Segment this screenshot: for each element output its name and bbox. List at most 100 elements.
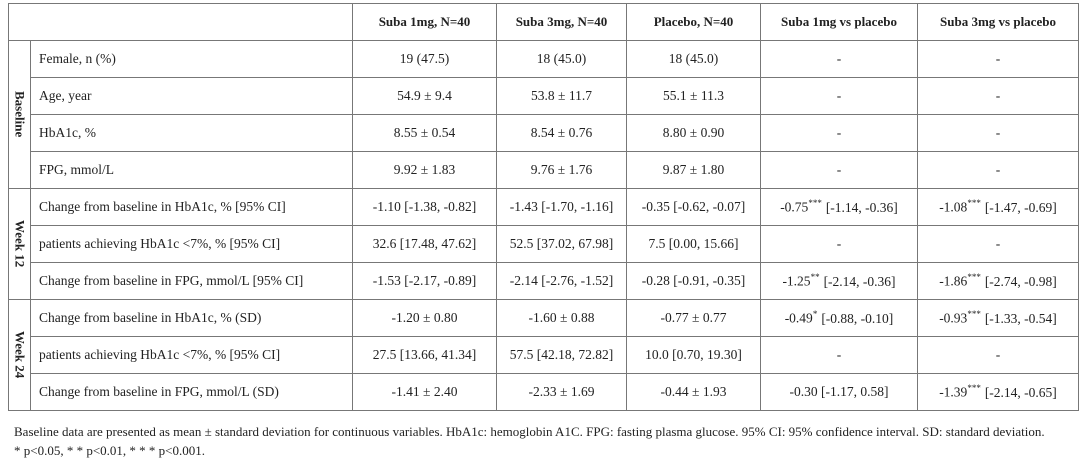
data-cell: -1.53 [-2.17, -0.89] [352, 262, 497, 300]
data-cell: -1.20 ± 0.80 [352, 299, 497, 337]
group-cell: Week 24 [8, 299, 31, 411]
data-cell: 8.55 ± 0.54 [352, 114, 497, 152]
data-cell: 54.9 ± 9.4 [352, 77, 497, 115]
row-label: patients achieving HbA1c <7%, % [95% CI] [30, 225, 353, 263]
data-cell: - [917, 336, 1079, 374]
table-row: Change from baseline in FPG, mmol/L (SD)… [9, 373, 1079, 411]
table-row: Age, year 54.9 ± 9.4 53.8 ± 11.7 55.1 ± 11.… [9, 77, 1079, 115]
confidence-interval: [-0.88, -0.10] [821, 310, 894, 326]
data-cell: -0.75*** [-1.14, -0.36] [760, 188, 918, 226]
data-cell: -1.41 ± 2.40 [352, 373, 497, 411]
table-row: Week 12 Change from baseline in HbA1c, % … [8, 188, 1079, 300]
significance: ** [810, 272, 820, 283]
header-row: Suba 1mg, N=40 Suba 3mg, N=40 Placebo, N=4… [8, 3, 1079, 41]
data-cell: 8.54 ± 0.76 [496, 114, 627, 152]
row-label: FPG, mmol/L [30, 151, 353, 189]
data-cell: 32.6 [17.48, 47.62] [352, 225, 497, 263]
data-cell: -0.28 [-0.91, -0.35] [626, 262, 761, 300]
data-cell: 52.5 [37.02, 67.98] [496, 225, 627, 263]
data-cell: - [760, 77, 918, 115]
row-label: Age, year [30, 77, 353, 115]
table-body: Baseline Female, n (%) 19 (47.5) 18 (45.0) 1… [8, 40, 1079, 411]
data-cell: - [917, 77, 1079, 115]
data-cell: 57.5 [42.18, 72.82] [496, 336, 627, 374]
confidence-interval: [-2.14, -0.36] [823, 273, 896, 289]
data-cell: 18 (45.0) [496, 40, 627, 78]
data-cell: -2.33 ± 1.69 [496, 373, 627, 411]
group-label: Week 12 [12, 220, 28, 268]
data-cell: -1.08*** [-1.47, -0.69] [917, 188, 1079, 226]
data-cell: -0.44 ± 1.93 [626, 373, 761, 411]
data-cell: -1.10 [-1.38, -0.82] [352, 188, 497, 226]
table-row: patients achieving HbA1c <7%, % [95% CI]… [9, 225, 1079, 263]
group-label: Week 24 [12, 331, 28, 379]
estimate: -0.49 [784, 310, 813, 326]
column-header: Suba 3mg, N=40 [496, 3, 627, 41]
estimate: -1.39 [939, 384, 968, 400]
data-cell: -1.60 ± 0.88 [496, 299, 627, 337]
column-header: Suba 1mg vs placebo [760, 3, 918, 41]
data-cell: - [917, 114, 1079, 152]
data-cell: - [760, 151, 918, 189]
estimate: -1.08 [939, 199, 968, 215]
estimate: -0.93 [939, 310, 968, 326]
confidence-interval: [-1.14, -0.36] [825, 199, 898, 215]
estimate: -0.75 [780, 199, 809, 215]
significance: *** [967, 383, 981, 394]
row-label: Female, n (%) [30, 40, 353, 78]
data-cell: - [760, 225, 918, 263]
corner-cell [8, 3, 353, 41]
data-cell: 10.0 [0.70, 19.30] [626, 336, 761, 374]
confidence-interval: [-2.14, -0.65] [984, 384, 1057, 400]
data-cell: - [760, 114, 918, 152]
data-cell: -1.86*** [-2.74, -0.98] [917, 262, 1079, 300]
data-cell: 7.5 [0.00, 15.66] [626, 225, 761, 263]
data-cell: -1.39*** [-2.14, -0.65] [917, 373, 1079, 411]
group-cell: Baseline [8, 40, 31, 189]
data-cell: 27.5 [13.66, 41.34] [352, 336, 497, 374]
row-label: HbA1c, % [30, 114, 353, 152]
data-cell: -0.93*** [-1.33, -0.54] [917, 299, 1079, 337]
data-cell: -0.35 [-0.62, -0.07] [626, 188, 761, 226]
results-table: Suba 1mg, N=40 Suba 3mg, N=40 Placebo, N=4… [8, 3, 1079, 411]
table-row: FPG, mmol/L 9.92 ± 1.83 9.76 ± 1.76 9.87 ± … [9, 151, 1079, 189]
data-cell: 9.92 ± 1.83 [352, 151, 497, 189]
table-row: Change from baseline in FPG, mmol/L [95%… [9, 262, 1079, 300]
significance: *** [808, 198, 822, 209]
data-cell: 18 (45.0) [626, 40, 761, 78]
data-cell: - [917, 151, 1079, 189]
data-cell: 19 (47.5) [352, 40, 497, 78]
row-label: Change from baseline in HbA1c, % [95% CI… [30, 188, 353, 226]
data-cell: 9.87 ± 1.80 [626, 151, 761, 189]
table-row: Baseline Female, n (%) 19 (47.5) 18 (45.0) 1… [8, 40, 1079, 189]
data-cell: -1.43 [-1.70, -1.16] [496, 188, 627, 226]
data-cell: 8.80 ± 0.90 [626, 114, 761, 152]
confidence-interval: [-1.47, -0.69] [984, 199, 1057, 215]
footnote: Baseline data are presented as mean ± st… [14, 424, 1045, 458]
confidence-interval: [-1.33, -0.54] [984, 310, 1057, 326]
data-cell: - [917, 225, 1079, 263]
data-cell: -0.30 [-1.17, 0.58] [760, 373, 918, 411]
table-row: patients achieving HbA1c <7%, % [95% CI]… [9, 336, 1079, 374]
estimate: -1.86 [939, 273, 968, 289]
confidence-interval: [-2.74, -0.98] [984, 273, 1057, 289]
table-row: Week 24 Change from baseline in HbA1c, % … [8, 299, 1079, 411]
significance: * [812, 309, 818, 320]
data-cell: - [760, 336, 918, 374]
column-header: Suba 3mg vs placebo [917, 3, 1079, 41]
significance: *** [967, 309, 981, 320]
group-cell: Week 12 [8, 188, 31, 300]
column-header: Placebo, N=40 [626, 3, 761, 41]
data-cell: -1.25** [-2.14, -0.36] [760, 262, 918, 300]
data-cell: - [760, 40, 918, 78]
row-label: Change from baseline in HbA1c, % (SD) [30, 299, 353, 337]
row-label: Change from baseline in FPG, mmol/L [95%… [30, 262, 353, 300]
row-label: patients achieving HbA1c <7%, % [95% CI] [30, 336, 353, 374]
data-cell: -0.77 ± 0.77 [626, 299, 761, 337]
significance: *** [967, 198, 981, 209]
table-row: HbA1c, % 8.55 ± 0.54 8.54 ± 0.76 8.80 ± 0.9… [9, 114, 1079, 152]
data-cell: -2.14 [-2.76, -1.52] [496, 262, 627, 300]
data-cell: - [917, 40, 1079, 78]
estimate: -1.25 [782, 273, 811, 289]
